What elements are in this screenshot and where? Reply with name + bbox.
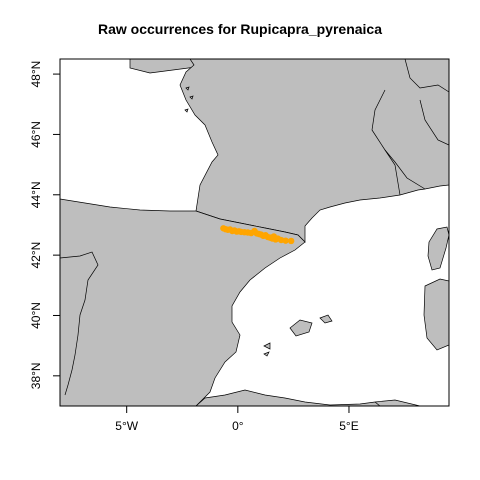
y-tick-label: 44°N [29,181,43,208]
islet [185,86,190,91]
north-africa-landmass [195,389,421,406]
occurrence-point [282,237,289,244]
balearic-island-mallorca [289,319,313,337]
occurrence-point [287,237,295,245]
occurrence-points [220,225,295,245]
y-tick-label: 42°N [29,242,43,269]
x-tick-label: 0° [232,419,244,433]
y-tick-label: 46°N [29,121,43,148]
y-tick-label: 48°N [29,61,43,88]
y-tick-label: 38°N [29,362,43,389]
sardinia-island [423,278,449,351]
islet [184,108,189,113]
balearic-island-formentera [263,351,270,357]
border-line [404,59,449,93]
map-area [60,59,449,406]
plot-frame [59,58,450,407]
iberia-landmass [60,198,306,406]
border-line [60,251,99,396]
x-tick-label: 5°E [339,419,358,433]
y-tick-label: 40°N [29,302,43,329]
y-axis: 38°N 40°N 42°N 44°N 46°N 48°N [29,61,60,389]
border-line [384,149,426,190]
border-line [419,99,449,146]
islet [189,95,194,100]
plot-title: Raw occurrences for Rupicapra_pyrenaica [97,21,382,37]
balearic-island-menorca [319,314,333,324]
corsica-island [427,226,449,271]
x-axis: 5°W 0° 5°E [115,406,359,433]
border-line [374,401,381,406]
balearic-island-ibiza [263,342,271,350]
border-line [371,89,401,196]
x-tick-label: 5°W [115,419,138,433]
